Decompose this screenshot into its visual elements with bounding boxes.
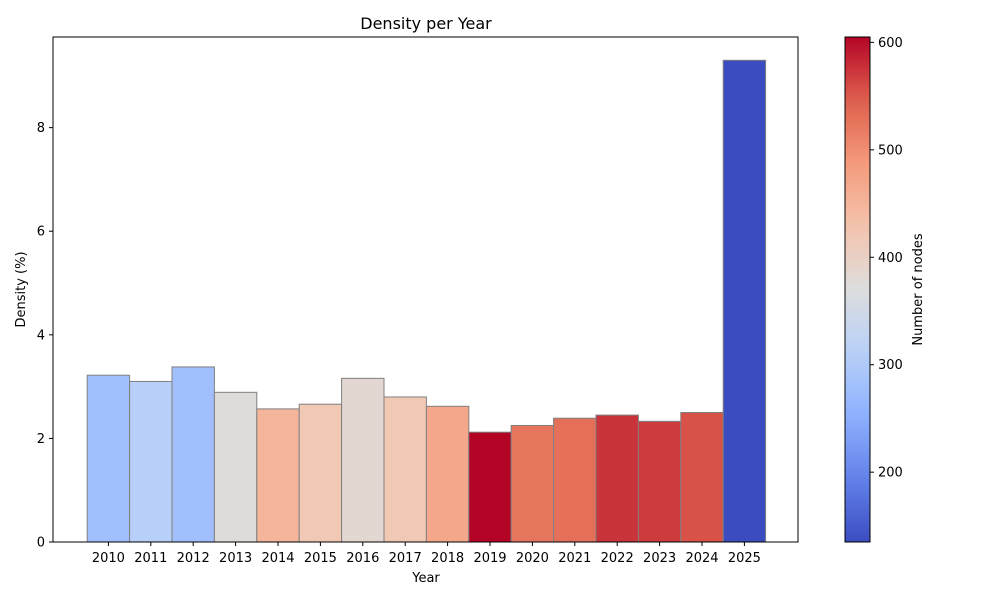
bar-2019 [468,431,512,543]
x-tick-label: 2025 [728,551,761,566]
y-tick-label: 0 [37,536,45,551]
x-tick-label: 2023 [643,551,676,566]
bar-2022 [595,414,639,543]
bar-2017 [383,396,427,543]
colorbar: 200 300 400 500 600 [844,36,903,543]
bar-2015 [298,403,343,543]
bar-2025 [722,59,767,543]
colorbar-tick-label: 300 [878,358,903,373]
x-tick-label: 2015 [304,551,337,566]
x-tick-label: 2014 [261,551,294,566]
bar-2021 [553,417,597,543]
bar-2011 [129,380,173,543]
y-tick-label: 8 [37,121,45,136]
bar-2010 [86,374,131,543]
y-tick-label: 2 [37,432,45,447]
bar-2013 [213,391,258,543]
plot-frame [52,36,799,543]
bar-2018 [425,405,470,543]
y-axis-label: Density (%) [14,251,29,327]
bar-2020 [510,424,555,543]
colorbar-label: Number of nodes [911,233,926,345]
x-axis-label: Year [411,571,440,586]
x-tick-label: 2021 [558,551,591,566]
x-tick-label: 2018 [431,551,464,566]
colorbar-tick-label: 200 [878,466,903,481]
bar-2012 [171,366,215,543]
x-tick-label: 2011 [134,551,167,566]
bar-2014 [256,408,300,543]
colorbar-tick-label: 500 [878,143,903,158]
bar-2023 [637,420,682,543]
y-tick-label: 4 [37,328,45,343]
x-tick-label: 2012 [177,551,210,566]
colorbar-gradient [844,36,871,543]
x-tick-label: 2019 [473,551,506,566]
x-tick-label: 2016 [346,551,379,566]
x-axis: 2010 2011 2012 2013 2014 2015 2016 2017 2018 2019… [92,542,761,566]
bar-2016 [341,377,385,543]
x-tick-label: 2013 [219,551,252,566]
bars-group [86,59,767,543]
y-tick-label: 6 [37,225,45,240]
x-tick-label: 2024 [685,551,718,566]
colorbar-tick-label: 600 [878,36,903,51]
colorbar-tick-label: 400 [878,251,903,266]
x-tick-label: 2020 [516,551,549,566]
y-axis: 0 2 4 6 8 [37,121,53,551]
x-tick-label: 2010 [92,551,125,566]
chart-title: Density per Year [360,14,492,33]
x-tick-label: 2022 [601,551,634,566]
bar-2024 [680,412,724,543]
x-tick-label: 2017 [389,551,422,566]
